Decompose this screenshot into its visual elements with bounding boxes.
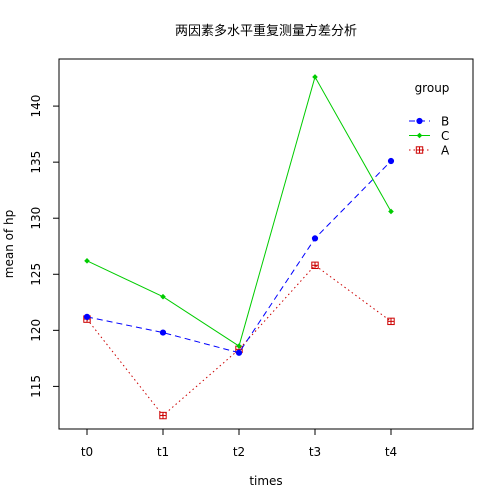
plot-frame bbox=[58, 58, 474, 430]
marker-A-t1 bbox=[159, 411, 167, 420]
marker-A-t3 bbox=[311, 261, 319, 270]
x-tick-label-t4: t4 bbox=[385, 445, 397, 459]
legend-entry-B: B bbox=[409, 115, 449, 129]
y-tick-label-130: 130 bbox=[29, 207, 43, 230]
x-tick-label-t2: t2 bbox=[233, 445, 245, 459]
y-tick-label-135: 135 bbox=[29, 151, 43, 174]
series-B bbox=[83, 157, 395, 356]
series-C bbox=[84, 74, 394, 349]
x-tick-label-t1: t1 bbox=[157, 445, 169, 459]
legend-entry-A: A bbox=[409, 144, 450, 158]
y-tick-label-115: 115 bbox=[29, 375, 43, 398]
legend-label-B: B bbox=[441, 115, 449, 129]
marker-B-t4 bbox=[387, 157, 395, 165]
x-tick-label-t0: t0 bbox=[81, 445, 93, 459]
series-line-B bbox=[86, 160, 392, 354]
x-tick-label-t3: t3 bbox=[309, 445, 321, 459]
marker-B-t0 bbox=[83, 313, 91, 320]
y-tick-label-140: 140 bbox=[29, 95, 43, 118]
marker-B-t1 bbox=[159, 329, 167, 336]
marker-C-legend bbox=[416, 132, 423, 139]
legend-title: group bbox=[415, 81, 450, 95]
y-tick-label-120: 120 bbox=[29, 319, 43, 342]
series-line-C bbox=[86, 75, 392, 347]
y-tick-label-125: 125 bbox=[29, 263, 43, 286]
series-layer bbox=[83, 74, 395, 420]
legend-label-C: C bbox=[441, 129, 449, 143]
marker-C-t1 bbox=[160, 293, 166, 300]
marker-C-t2 bbox=[236, 343, 242, 349]
y-axis: 115 120 125 130 135 140 bbox=[29, 95, 59, 398]
marker-C-t4 bbox=[388, 208, 394, 215]
x-axis-label: times bbox=[249, 474, 282, 488]
series-line-A bbox=[86, 264, 392, 417]
series-A bbox=[83, 261, 395, 420]
marker-A-t4 bbox=[387, 317, 395, 326]
legend: group BCA bbox=[409, 81, 450, 158]
marker-B-t3 bbox=[311, 235, 319, 242]
legend-label-A: A bbox=[441, 144, 450, 158]
marker-C-t0 bbox=[84, 258, 90, 264]
legend-entry-C: C bbox=[409, 129, 449, 143]
marker-A-legend bbox=[415, 146, 424, 154]
marker-C-t3 bbox=[312, 74, 318, 80]
y-axis-label: mean of hp bbox=[2, 210, 16, 278]
chart-title: 两因素多水平重复测量方差分析 bbox=[175, 23, 357, 39]
marker-B-legend bbox=[416, 117, 423, 125]
x-axis: t0 t1 t2 t3 t4 bbox=[81, 429, 397, 459]
marker-B-t2 bbox=[235, 349, 243, 356]
